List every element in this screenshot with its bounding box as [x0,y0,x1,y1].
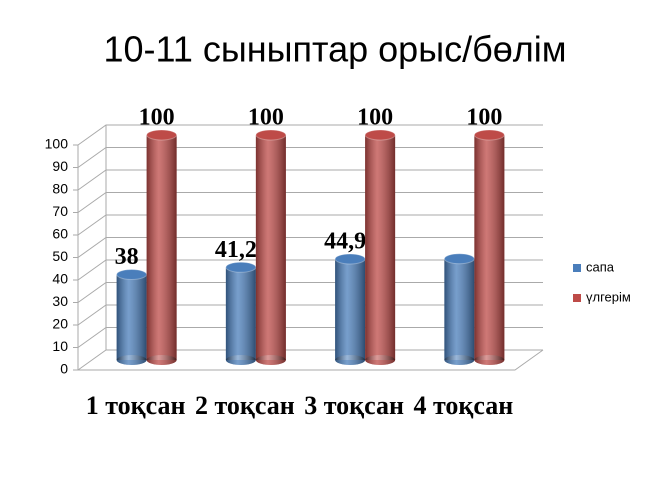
grid-line [77,147,543,168]
grid-line [77,282,543,303]
y-tick-label: 20 [52,316,68,332]
y-tick-label: 90 [52,158,68,174]
legend-swatch [573,294,581,302]
data-label: 100 [466,105,502,131]
data-label: 44,9 [324,228,366,254]
bar-shade [365,135,396,360]
floor-edge [78,349,544,371]
y-tick-label: 100 [45,136,69,152]
bar-top [473,129,505,141]
grid-line [77,327,543,348]
bar-shade [255,135,286,360]
bar-top [225,261,257,273]
grid-line [77,259,543,281]
bar-shade [474,135,505,360]
bar [364,129,396,365]
data-label: 38 [115,244,139,270]
bar [443,253,475,365]
bar-shade [116,274,147,360]
data-label: 100 [357,105,393,131]
grid-line [77,214,543,236]
y-tick-label: 30 [52,293,68,309]
bar [473,129,505,365]
y-tick-label: 40 [52,271,68,287]
x-tick-label: 3 тоқсан [304,391,404,420]
x-tick-label: 4 тоқсан [413,391,514,420]
bar-top [364,129,396,141]
bar [255,129,287,365]
bar-shade [225,267,256,360]
grid-line [77,192,543,213]
bar [225,261,257,365]
bar [334,253,366,365]
grid-line [77,124,543,146]
bar-shade [146,135,177,360]
y-tick-label: 70 [52,203,68,219]
grid-line [77,349,543,371]
x-tick-label: 1 тоқсан [85,391,186,420]
bar-top [146,129,178,141]
bar-shade [335,258,366,360]
data-label: 41,2 [215,237,257,263]
data-label: 100 [139,105,175,131]
bar-top [443,253,475,265]
y-tick-label: 50 [52,248,68,264]
grid-line [77,237,543,258]
x-tick-label: 2 тоқсан [195,391,295,420]
legend-label: үлгерім [586,289,631,304]
bar-top [116,269,148,280]
legend-label: сапа [586,259,615,274]
data-label: 100 [248,105,284,131]
legend-swatch [573,264,581,272]
y-tick-label: 10 [52,338,68,354]
grid-line [77,169,543,191]
grid-line [77,304,543,326]
bar [116,269,148,365]
y-tick-label: 60 [52,226,68,242]
bar-top [255,129,287,141]
y-tick-label: 0 [60,361,68,377]
chart-title: 10-11 сыныптар орыс/бөлім [104,29,567,70]
bar-top [334,253,366,265]
y-tick-label: 80 [52,181,68,197]
bar [146,129,178,365]
bar-shade [444,258,475,360]
